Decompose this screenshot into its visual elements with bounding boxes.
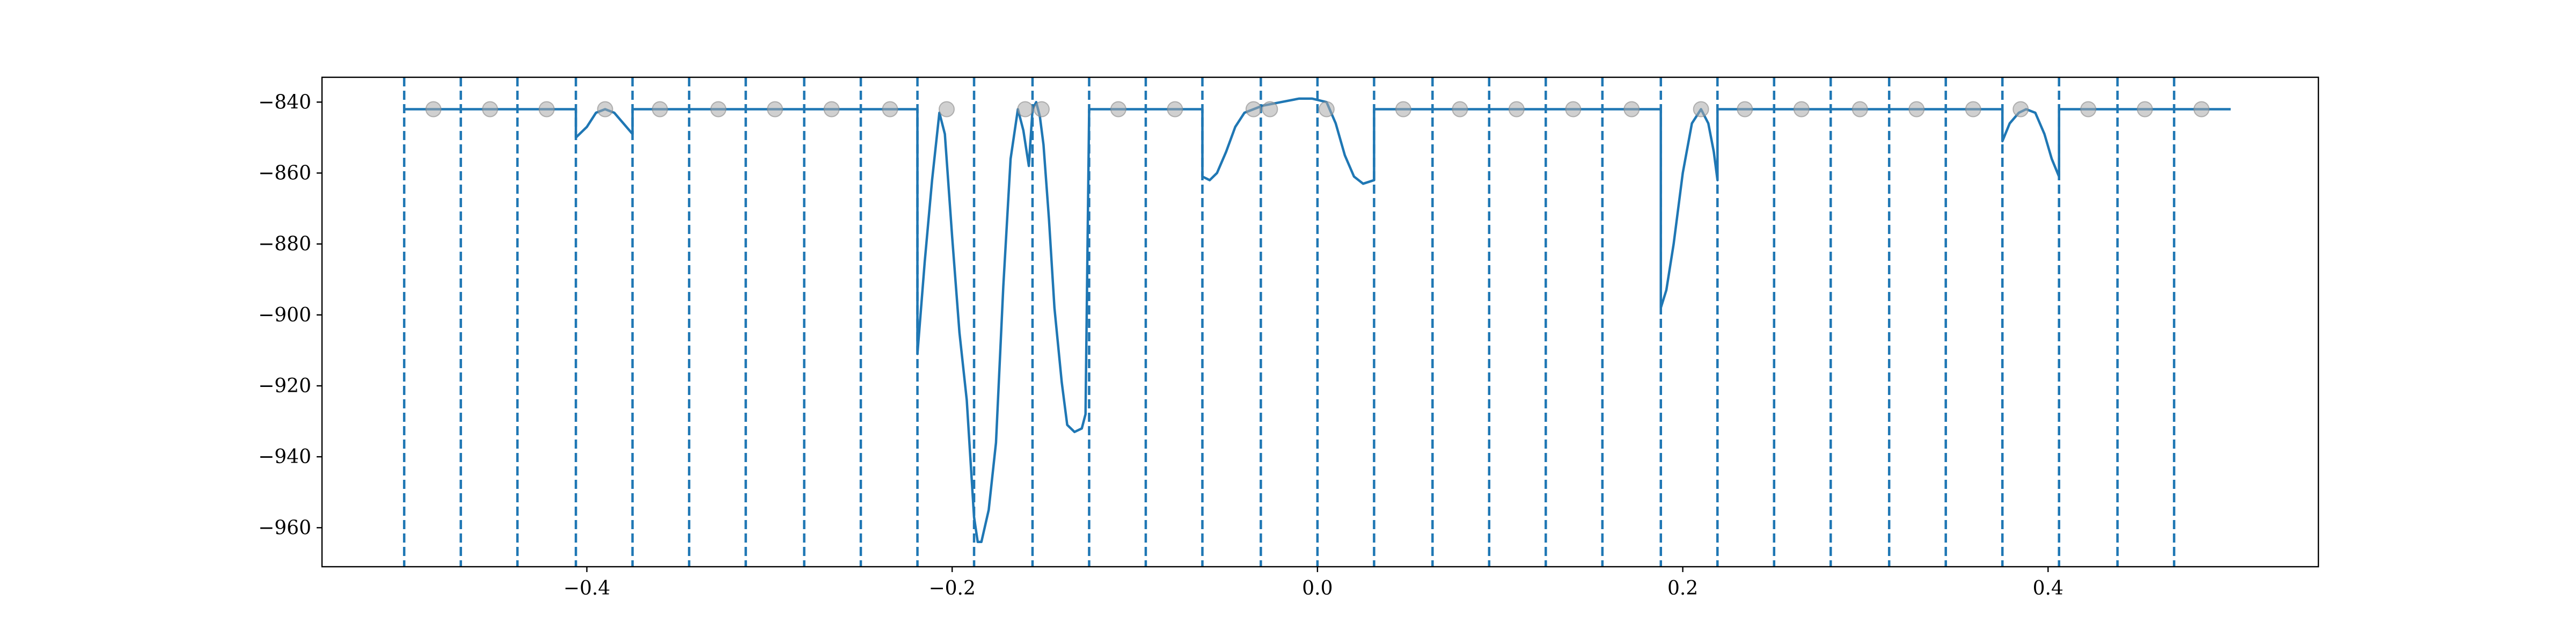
scatter-point <box>1318 101 1335 118</box>
y-axis: −840 −860 −880 −900 −920 −940 −960 <box>258 91 322 539</box>
x-tick-label: 0.4 <box>2033 577 2063 599</box>
scatter-points <box>425 101 2210 118</box>
scatter-point <box>1167 101 1183 118</box>
y-tick-label: −880 <box>258 233 311 255</box>
x-tick-label: −0.4 <box>564 577 610 599</box>
scatter-point <box>1110 101 1126 118</box>
scatter-point <box>1033 101 1050 118</box>
y-tick-label: −920 <box>258 375 311 397</box>
x-tick-label: −0.2 <box>928 577 975 599</box>
y-tick-label: −860 <box>258 162 311 184</box>
x-tick-label: 0.0 <box>1302 577 1333 599</box>
scatter-point <box>1245 101 1262 118</box>
scatter-point <box>2136 101 2153 118</box>
scatter-point <box>1623 101 1640 118</box>
scatter-point <box>1793 101 1810 118</box>
y-tick-label: −940 <box>258 446 311 468</box>
scatter-point <box>538 101 555 118</box>
scatter-point <box>482 101 499 118</box>
scatter-point <box>2012 101 2029 118</box>
scatter-point <box>2080 101 2097 118</box>
scatter-point <box>882 101 898 118</box>
scatter-point <box>823 101 840 118</box>
y-tick-label: −900 <box>258 304 311 326</box>
y-tick-label: −960 <box>258 517 311 539</box>
line-series <box>404 97 2231 543</box>
x-tick-label: 0.2 <box>1667 577 1698 599</box>
scatter-point <box>1262 101 1278 118</box>
scatter-point <box>597 101 613 118</box>
plot-frame <box>321 76 2319 568</box>
vertical-dashed-lines <box>402 77 2176 567</box>
scatter-point <box>1017 101 1034 118</box>
scatter-point <box>1508 101 1525 118</box>
scatter-point <box>1965 101 1981 118</box>
scatter-point <box>1693 101 1709 118</box>
scatter-point <box>1908 101 1925 118</box>
scatter-point <box>710 101 727 118</box>
scatter-point <box>1565 101 1582 118</box>
scatter-point <box>1452 101 1468 118</box>
scatter-point <box>1737 101 1753 118</box>
scatter-point <box>1395 101 1411 118</box>
y-tick-label: −840 <box>258 91 311 113</box>
scatter-point <box>2193 101 2210 118</box>
scatter-point <box>1851 101 1868 118</box>
scatter-point <box>767 101 784 118</box>
scatter-point <box>425 101 442 118</box>
x-axis: −0.4 −0.2 0.0 0.2 0.4 <box>564 567 2063 599</box>
scatter-point <box>938 101 955 118</box>
series-line <box>404 97 2231 543</box>
scatter-point <box>652 101 668 118</box>
